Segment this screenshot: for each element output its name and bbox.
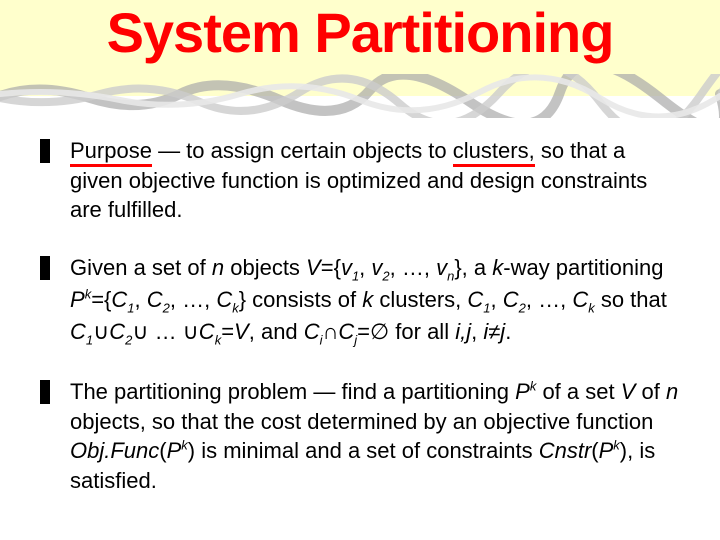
title-band: System Partitioning [0, 0, 720, 96]
bullet-text: The partitioning problem — find a partit… [70, 377, 680, 496]
underline-purpose: Purpose [70, 138, 152, 167]
list-item: The partitioning problem — find a partit… [40, 377, 680, 496]
chalk-divider-icon [0, 74, 720, 118]
bullet-list: Purpose — to assign certain objects to c… [40, 136, 680, 496]
list-item: Purpose — to assign certain objects to c… [40, 136, 680, 225]
list-item: Given a set of n objects V={v1, v2, …, v… [40, 253, 680, 349]
bullet-text: Given a set of n objects V={v1, v2, …, v… [70, 253, 680, 349]
bullet-mark-icon [40, 256, 50, 280]
bullet-text: Purpose — to assign certain objects to c… [70, 136, 680, 225]
page-title: System Partitioning [20, 2, 700, 64]
underline-clusters: clusters, [453, 138, 535, 167]
slide: System Partitioning Purpose — to assign … [0, 0, 720, 540]
bullet-mark-icon [40, 139, 50, 163]
bullet-mark-icon [40, 380, 50, 404]
